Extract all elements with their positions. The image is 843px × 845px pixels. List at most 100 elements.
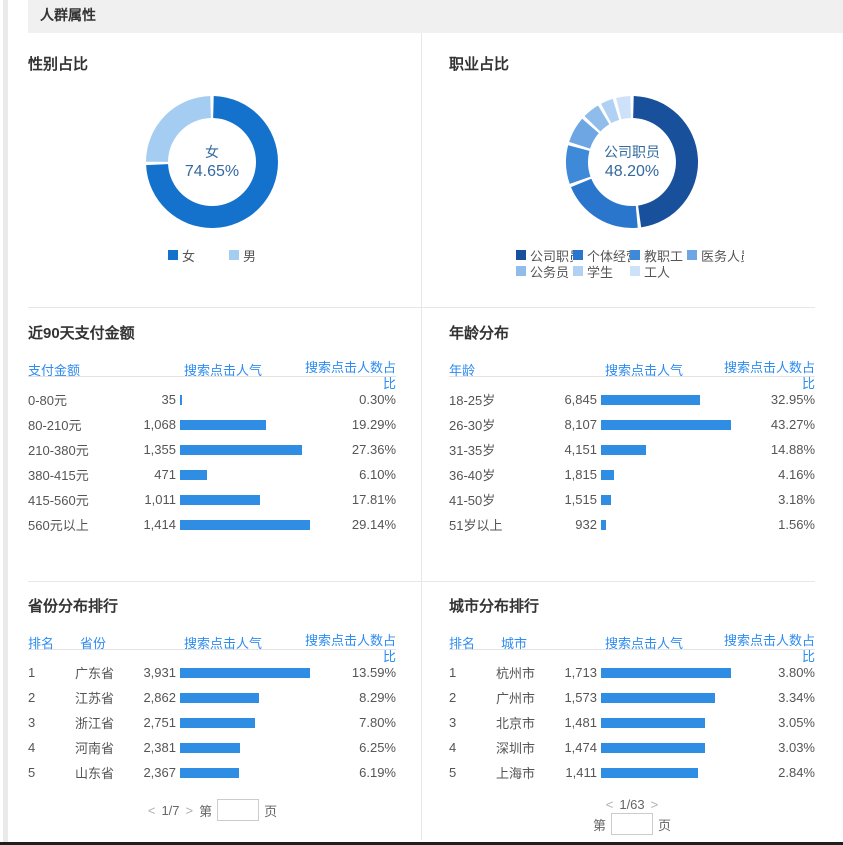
table-row: 4 河南省 2,381 6.25% <box>28 735 396 760</box>
donut-center-label: 女 74.65% <box>145 95 279 229</box>
bar <box>180 717 255 728</box>
next-page-button[interactable]: > <box>185 802 194 818</box>
gender-donut-chart: 女 74.65% <box>145 95 279 229</box>
percent-cell: 7.80% <box>359 715 396 730</box>
percent-cell: 1.56% <box>778 517 815 532</box>
page-indicator: 1/7 <box>161 802 180 818</box>
bar-cell <box>601 519 735 530</box>
label-cell: 广东省 <box>75 666 115 681</box>
label-cell: 浙江省 <box>75 716 115 731</box>
bar <box>601 394 700 405</box>
city-panel-title: 城市分布排行 <box>449 598 540 615</box>
bar <box>601 444 646 455</box>
bar-cell <box>180 717 314 728</box>
percent-cell: 3.03% <box>778 740 815 755</box>
label-cell: 80-210元 <box>28 418 82 433</box>
bar-cell <box>180 419 314 430</box>
page-title: 人群属性 <box>40 7 96 23</box>
percent-cell: 6.10% <box>359 467 396 482</box>
legend-item: 工人 <box>630 263 687 279</box>
donut-center-line2: 48.20% <box>604 163 660 180</box>
column-header: 年龄 <box>449 363 476 378</box>
bar <box>180 494 260 505</box>
label-cell: 210-380元 <box>28 443 89 458</box>
value-cell: 1,411 <box>565 765 597 780</box>
bar <box>601 519 606 530</box>
table-body: 1 杭州市 1,713 3.80% 2 广州市 1,573 3.34% 3 北京市 1,481 3.0… <box>449 660 815 785</box>
legend-item: 学生 <box>573 263 630 279</box>
percent-cell: 8.29% <box>359 690 396 705</box>
bar <box>180 419 267 430</box>
label-cell: 江苏省 <box>75 691 115 706</box>
table-row: 31-35岁 4,151 14.88% <box>449 437 815 462</box>
percent-cell: 17.81% <box>351 492 396 507</box>
legend-item: 医务人员 <box>687 247 744 263</box>
rank-cell: 5 <box>28 765 36 780</box>
rank-cell: 2 <box>449 690 457 705</box>
prev-page-button[interactable]: < <box>147 802 156 818</box>
value-cell: 1,573 <box>564 690 597 705</box>
legend-label: 公司职员 <box>530 248 573 264</box>
bar <box>601 469 614 480</box>
table-body: 1 广东省 3,931 13.59% 2 江苏省 2,862 8.29% 3 浙江省 2,751 7.… <box>28 660 396 785</box>
value-cell: 1,011 <box>144 492 176 507</box>
legend-label: 个体经营 <box>587 248 630 264</box>
value-cell: 471 <box>154 467 176 482</box>
payment-table: 支付金额 搜索点击人气 搜索点击人数占比 0-80元 35 0.30% 80-210元 1,0… <box>28 358 396 537</box>
table-body: 0-80元 35 0.30% 80-210元 1,068 19.29% 210-380元 1,… <box>28 387 396 537</box>
bar-cell <box>601 692 735 703</box>
legend-label: 女 <box>181 248 195 264</box>
value-cell: 6,845 <box>564 392 597 407</box>
bar-cell <box>180 742 314 753</box>
bar-cell <box>180 767 314 778</box>
next-page-button[interactable]: > <box>650 797 659 812</box>
donut-segment-医务人员 <box>569 118 599 149</box>
bar-cell <box>601 717 735 728</box>
value-cell: 2,381 <box>143 740 176 755</box>
row-divider-2 <box>28 581 815 582</box>
bar-cell <box>601 469 735 480</box>
table-row: 5 山东省 2,367 6.19% <box>28 760 396 785</box>
legend-swatch-icon <box>229 250 239 260</box>
table-row: 26-30岁 8,107 43.27% <box>449 412 815 437</box>
table-row: 3 浙江省 2,751 7.80% <box>28 710 396 735</box>
page-label-suffix: 页 <box>658 817 672 833</box>
page-number-input[interactable] <box>611 813 653 835</box>
value-cell: 35 <box>161 392 176 407</box>
gender-panel-title: 性别占比 <box>28 56 89 73</box>
percent-cell: 6.19% <box>359 765 396 780</box>
gender-panel: 性别占比 女 74.65% 女男 <box>28 47 396 264</box>
bar-cell <box>601 494 735 505</box>
label-cell: 560元以上 <box>28 518 89 533</box>
rank-cell: 5 <box>449 765 457 780</box>
bar-cell <box>601 419 735 430</box>
province-table: 排名 省份 搜索点击人气 搜索点击人数占比 1 广东省 3,931 13.59% 2 江苏省 2,8… <box>28 631 396 785</box>
table-row: 5 上海市 1,411 2.84% <box>449 760 815 785</box>
label-cell: 杭州市 <box>496 666 536 681</box>
page-number-input[interactable] <box>217 799 260 821</box>
rank-cell: 3 <box>449 715 457 730</box>
column-header: 搜索点击人气 <box>183 636 262 651</box>
bar-cell <box>180 692 314 703</box>
donut-segment-公务员 <box>584 105 610 132</box>
value-cell: 2,751 <box>143 715 176 730</box>
donut-center-label: 公司职员 48.20% <box>565 95 699 229</box>
value-cell: 1,474 <box>564 740 597 755</box>
bar <box>180 519 310 530</box>
occupation-legend: 公司职员个体经营教职工 医务人员公务员 学生 工人 <box>516 247 748 279</box>
percent-cell: 43.27% <box>770 417 815 432</box>
legend-label: 医务人员 <box>701 248 744 264</box>
bar <box>601 717 706 728</box>
percent-cell: 0.30% <box>359 392 396 407</box>
payment-panel-title: 近90天支付金额 <box>28 325 135 342</box>
donut-segment-教职工 <box>565 145 591 184</box>
province-panel: 省份分布排行 排名 省份 搜索点击人气 搜索点击人数占比 1 广东省 3,931 13.59%… <box>28 589 396 821</box>
value-cell: 2,367 <box>143 765 176 780</box>
donut-center-line1: 女 <box>205 144 219 160</box>
legend-swatch-icon <box>573 250 583 260</box>
legend-item: 教职工 <box>630 247 687 263</box>
label-cell: 山东省 <box>75 766 115 781</box>
prev-page-button[interactable]: < <box>605 797 614 812</box>
table-row: 560元以上 1,414 29.14% <box>28 512 396 537</box>
province-panel-title: 省份分布排行 <box>28 598 119 615</box>
